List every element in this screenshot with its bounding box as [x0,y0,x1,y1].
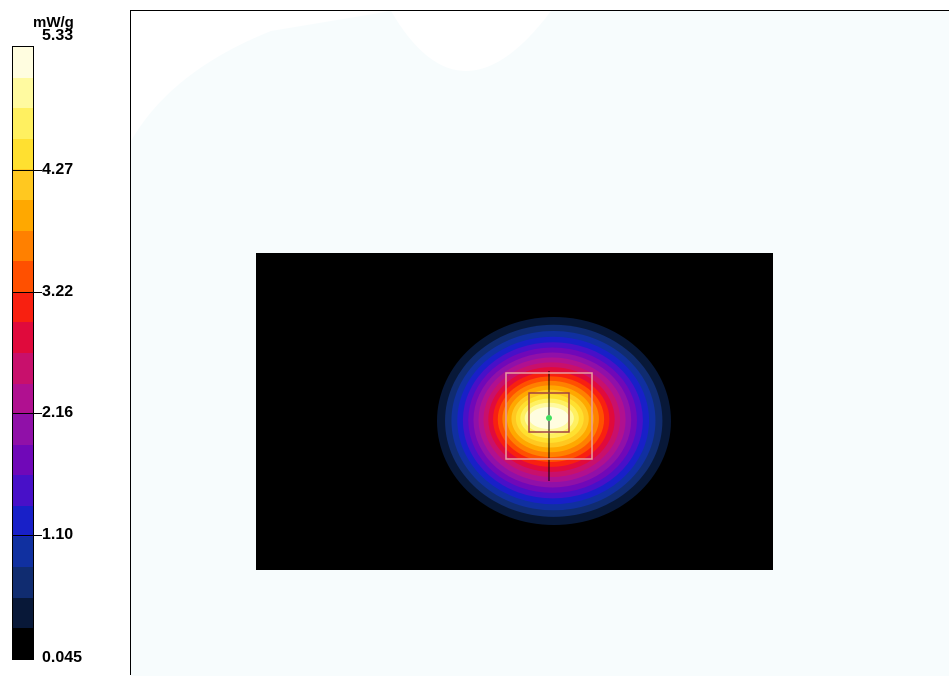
colorbar-band [13,383,33,415]
colorbar-tick-label: 5.33 [42,27,74,44]
zoom-scan-box [505,372,593,460]
colorbar-unit-label: mW/g [33,14,74,31]
colorbar-band [13,414,33,446]
colorbar-band [13,261,33,293]
colorbar-band [13,353,33,385]
colorbar-band [13,322,33,354]
colorbar-band [13,200,33,232]
colorbar [12,46,34,660]
colorbar-tick-label: 4.27 [42,161,74,178]
peak-marker [546,415,552,421]
colorbar-band [13,444,33,476]
sar-plot-area [130,10,949,676]
colorbar-band [13,138,33,170]
colorbar-tick-line [12,535,42,536]
colorbar-band [13,108,33,140]
sar-heatmap [131,11,949,676]
colorbar-band [13,169,33,201]
colorbar-tick-label: 1.10 [42,526,74,543]
colorbar-tick-label: 0.045 [42,649,83,666]
colorbar-tick-line [12,413,42,414]
colorbar-band [13,77,33,109]
colorbar-band [13,597,33,629]
colorbar-tick-line [12,292,42,293]
colorbar-tick-label: 3.22 [42,283,74,300]
peak-cube-box [528,392,570,433]
colorbar-tick-line [12,170,42,171]
colorbar-band [13,567,33,599]
colorbar-band [13,291,33,323]
colorbar-band [13,506,33,538]
colorbar-band [13,230,33,262]
colorbar-band [13,628,33,659]
colorbar-band [13,475,33,507]
colorbar-band [13,536,33,568]
colorbar-band [13,47,33,79]
colorbar-tick-label: 2.16 [42,404,74,421]
